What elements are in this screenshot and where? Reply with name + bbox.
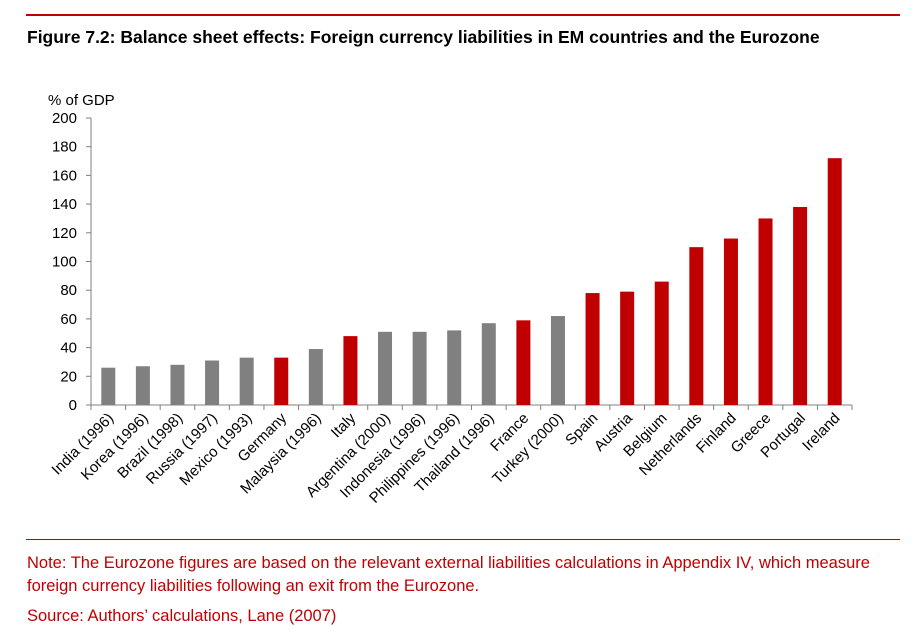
- bar: [135, 366, 150, 405]
- bar: [343, 336, 358, 405]
- bar: [689, 247, 704, 405]
- bar: [550, 316, 565, 405]
- bar: [412, 331, 427, 405]
- bar: [585, 293, 600, 405]
- y-tick-label: 100: [52, 254, 77, 271]
- y-axis-label: % of GDP: [48, 92, 115, 109]
- figure-title: Figure 7.2: Balance sheet effects: Forei…: [27, 27, 820, 47]
- y-tick-label: 200: [52, 110, 77, 127]
- bar: [654, 281, 669, 405]
- figure-source: Source: Authors’ calculations, Lane (200…: [27, 607, 337, 625]
- bar: [723, 238, 738, 405]
- bar: [308, 349, 323, 405]
- bar: [481, 323, 496, 405]
- y-tick-label: 0: [69, 397, 77, 414]
- figure-note: Note: The Eurozone figures are based on …: [27, 554, 870, 595]
- bar: [239, 357, 254, 405]
- bar: [378, 331, 393, 405]
- bar: [516, 320, 531, 405]
- y-tick-label: 80: [60, 282, 77, 299]
- y-tick-label: 40: [60, 340, 77, 357]
- y-tick-label: 160: [52, 167, 77, 184]
- bar: [101, 367, 116, 405]
- bar: [170, 364, 185, 405]
- bar: [758, 218, 773, 405]
- y-tick-label: 140: [52, 196, 77, 213]
- x-tick-label: Ireland: [799, 410, 843, 454]
- bar: [205, 360, 220, 405]
- y-tick-label: 20: [60, 368, 77, 385]
- y-tick-label: 60: [60, 311, 77, 328]
- bar: [274, 357, 289, 405]
- bar: [793, 206, 808, 405]
- bar: [620, 291, 635, 405]
- bottom-rule: [26, 539, 900, 540]
- y-tick-label: 120: [52, 225, 77, 242]
- bar: [827, 158, 842, 405]
- bar: [447, 330, 462, 405]
- top-rule: [26, 14, 900, 16]
- bar-chart: % of GDP020406080100120140160180200India…: [48, 92, 853, 507]
- y-tick-label: 180: [52, 139, 77, 156]
